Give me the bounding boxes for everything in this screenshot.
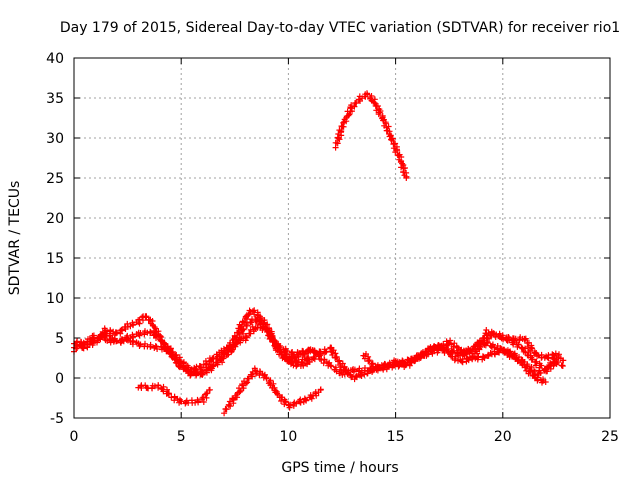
x-tick-label: 10 xyxy=(279,429,297,445)
y-tick-label: 0 xyxy=(55,371,64,387)
y-tick-label: 5 xyxy=(55,331,64,347)
series-track-10 xyxy=(456,327,567,364)
series-markers xyxy=(221,365,324,417)
series-markers xyxy=(456,327,567,364)
y-tick-label: -5 xyxy=(50,411,64,427)
y-tick-label: 15 xyxy=(46,251,64,267)
y-tick-label: 25 xyxy=(46,171,64,187)
series-markers xyxy=(332,90,410,181)
x-tick-label: 15 xyxy=(387,429,405,445)
data-series xyxy=(71,90,567,417)
chart-title: Day 179 of 2015, Sidereal Day-to-day VTE… xyxy=(60,20,620,36)
y-axis-label: SDTVAR / TECUs xyxy=(7,181,23,296)
y-tick-label: 35 xyxy=(46,91,64,107)
series-markers xyxy=(135,382,213,407)
series-track-6 xyxy=(332,90,410,181)
y-tick-label: 40 xyxy=(46,51,64,67)
series-track-5 xyxy=(221,365,324,417)
x-tick-label: 25 xyxy=(601,429,619,445)
x-tick-label: 0 xyxy=(70,429,79,445)
x-tick-label: 5 xyxy=(177,429,186,445)
y-tick-label: 10 xyxy=(46,291,64,307)
x-axis-label: GPS time / hours xyxy=(281,460,398,476)
y-tick-label: 20 xyxy=(46,211,64,227)
series-track-4 xyxy=(135,382,213,407)
series-markers xyxy=(285,337,566,379)
plot-frame xyxy=(73,57,611,419)
series-track-7 xyxy=(285,337,566,379)
x-tick-label: 20 xyxy=(494,429,512,445)
axes: 0 5 10 15 20 25 -5 0 5 10 15 20 25 30 35 40 xyxy=(46,51,619,445)
y-tick-label: 30 xyxy=(46,131,64,147)
